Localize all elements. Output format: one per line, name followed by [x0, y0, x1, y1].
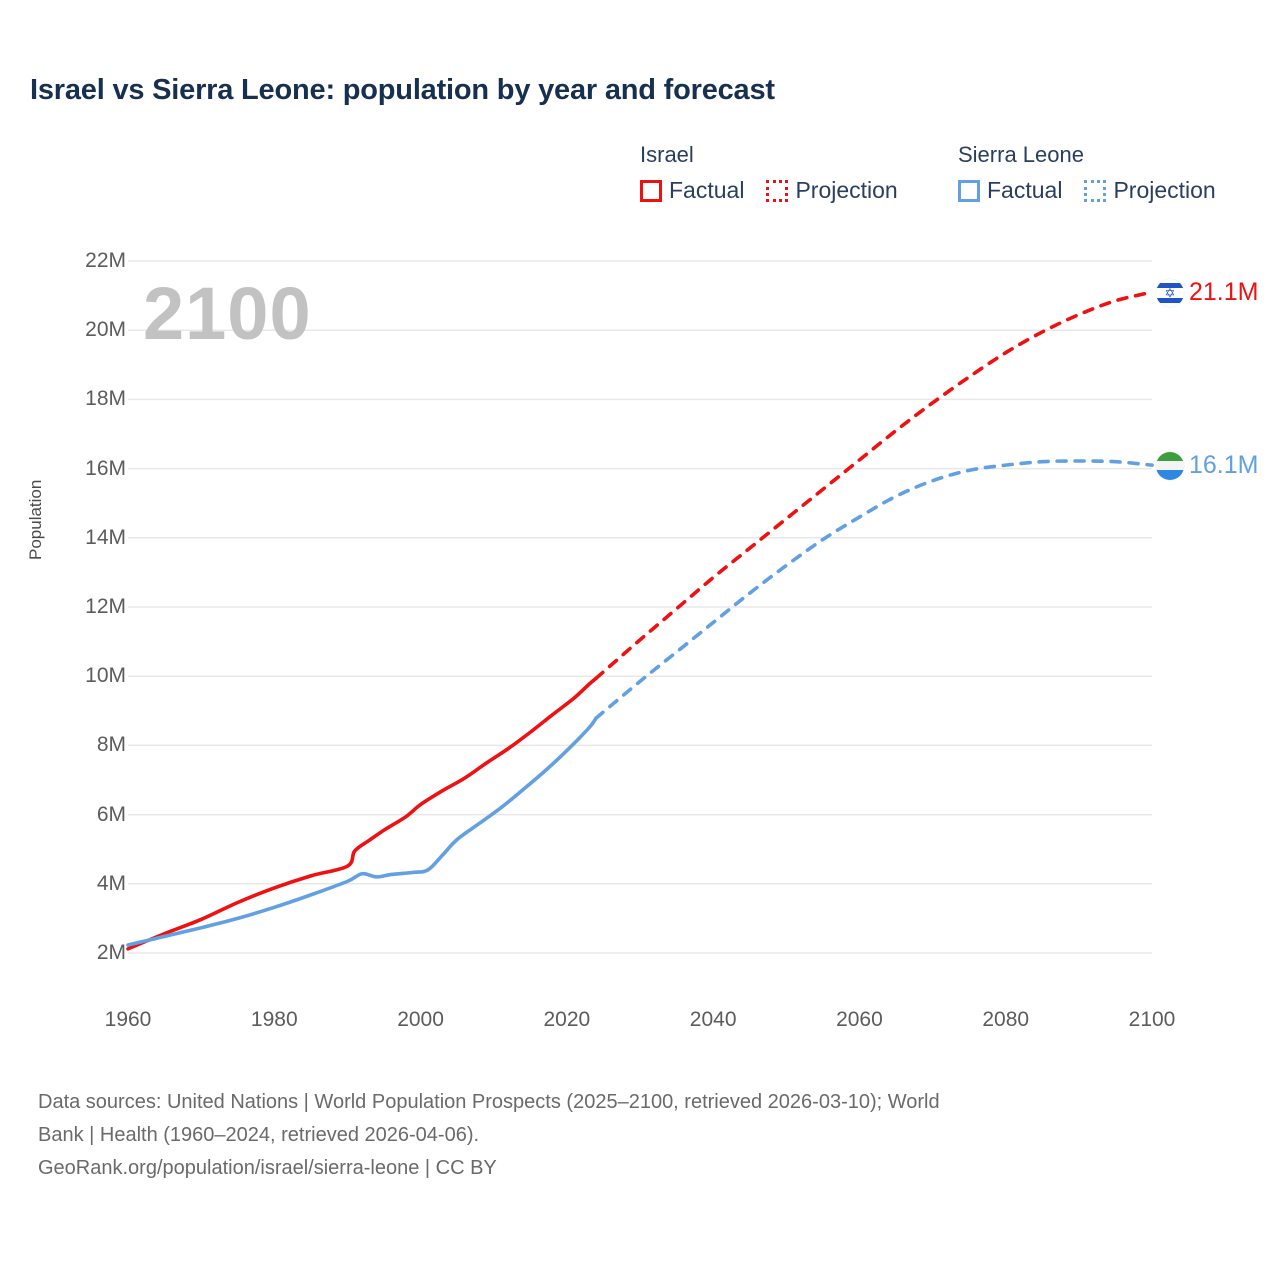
- israel-flag-icon: ✡: [1156, 278, 1184, 307]
- footer-sources: Data sources: United Nations | World Pop…: [38, 1086, 1238, 1185]
- legend-group-sierra-leone: Sierra Leone Factual Projection: [958, 142, 1216, 204]
- series-line-projection-israel: [594, 290, 1154, 681]
- legend-swatch-red-solid: [640, 179, 662, 202]
- endpoint-sierra-leone: 16.1M: [1156, 451, 1258, 480]
- x-tick-label: 2100: [1128, 1008, 1176, 1031]
- endpoint-value-sierra-leone: 16.1M: [1189, 451, 1259, 480]
- y-tick-label: 14M: [85, 525, 126, 549]
- y-tick-label: 10M: [85, 664, 126, 688]
- legend-label-israel-factual: Factual: [669, 177, 745, 203]
- y-tick-label: 16M: [85, 456, 126, 480]
- y-tick-label: 6M: [96, 802, 126, 826]
- legend-label-israel-projection: Projection: [795, 177, 898, 203]
- y-tick-label: 20M: [85, 318, 126, 342]
- chart-legend: Israel Factual Projection Sierra Leone F…: [640, 142, 1260, 222]
- endpoint-israel: ✡ 21.1M: [1156, 278, 1258, 307]
- x-tick-label: 1960: [104, 1008, 152, 1031]
- y-tick-label: 8M: [96, 733, 126, 757]
- y-tick-label: 2M: [96, 941, 126, 964]
- y-tick-label: 4M: [96, 871, 126, 895]
- legend-item-sierra-leone-factual[interactable]: Factual: [958, 177, 1062, 204]
- x-tick-label: 2080: [982, 1008, 1030, 1031]
- legend-group-israel: Israel Factual Projection: [640, 142, 898, 204]
- x-tick-label: 2020: [543, 1008, 591, 1031]
- y-tick-label: 18M: [85, 387, 126, 411]
- x-tick-label: 2040: [689, 1008, 737, 1031]
- footer-line-2: Bank | Health (1960–2024, retrieved 2026…: [38, 1124, 480, 1146]
- legend-item-israel-factual[interactable]: Factual: [640, 177, 744, 204]
- legend-country-israel: Israel: [640, 142, 694, 167]
- endpoint-value-israel: 21.1M: [1189, 278, 1259, 307]
- legend-swatch-blue-dotted: [1084, 179, 1107, 202]
- footer-line-1: Data sources: United Nations | World Pop…: [38, 1091, 940, 1113]
- legend-label-sierra-leone-factual: Factual: [987, 177, 1063, 203]
- legend-item-sierra-leone-projection[interactable]: Projection: [1084, 177, 1216, 204]
- legend-label-sierra-leone-projection: Projection: [1113, 177, 1216, 203]
- legend-country-sierra-leone: Sierra Leone: [958, 142, 1084, 167]
- series-line-factual-israel: [126, 676, 598, 951]
- y-tick-label: 22M: [85, 249, 126, 272]
- legend-item-israel-projection[interactable]: Projection: [766, 177, 898, 204]
- year-watermark: 2100: [143, 272, 312, 355]
- x-tick-label: 2000: [397, 1008, 444, 1031]
- x-tick-label: 1980: [250, 1008, 298, 1031]
- series-line-factual-sierra-leone: [126, 716, 598, 947]
- x-tick-label: 2060: [836, 1008, 883, 1031]
- footer-line-3: GeoRank.org/population/israel/sierra-leo…: [38, 1157, 497, 1179]
- legend-swatch-blue-solid: [958, 179, 980, 202]
- legend-swatch-red-dotted: [766, 179, 789, 202]
- y-tick-label: 12M: [85, 595, 126, 618]
- sierra-leone-flag-icon: [1156, 451, 1184, 480]
- page-title: Israel vs Sierra Leone: population by ye…: [30, 74, 775, 106]
- series-line-projection-sierra-leone: [594, 459, 1154, 720]
